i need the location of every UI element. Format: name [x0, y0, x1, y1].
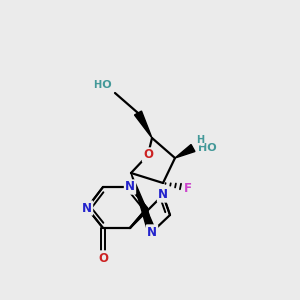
- Text: H: H: [93, 80, 101, 90]
- Text: F: F: [184, 182, 192, 194]
- Text: N: N: [82, 202, 92, 214]
- Polygon shape: [131, 173, 156, 233]
- Polygon shape: [175, 145, 195, 158]
- Text: O: O: [143, 148, 153, 161]
- Text: HO: HO: [198, 143, 217, 153]
- Text: O: O: [98, 251, 108, 265]
- Text: N: N: [158, 188, 168, 202]
- Text: H: H: [196, 135, 204, 145]
- Text: HO: HO: [93, 80, 112, 90]
- Polygon shape: [134, 111, 152, 138]
- Text: N: N: [147, 226, 157, 238]
- Text: N: N: [125, 181, 135, 194]
